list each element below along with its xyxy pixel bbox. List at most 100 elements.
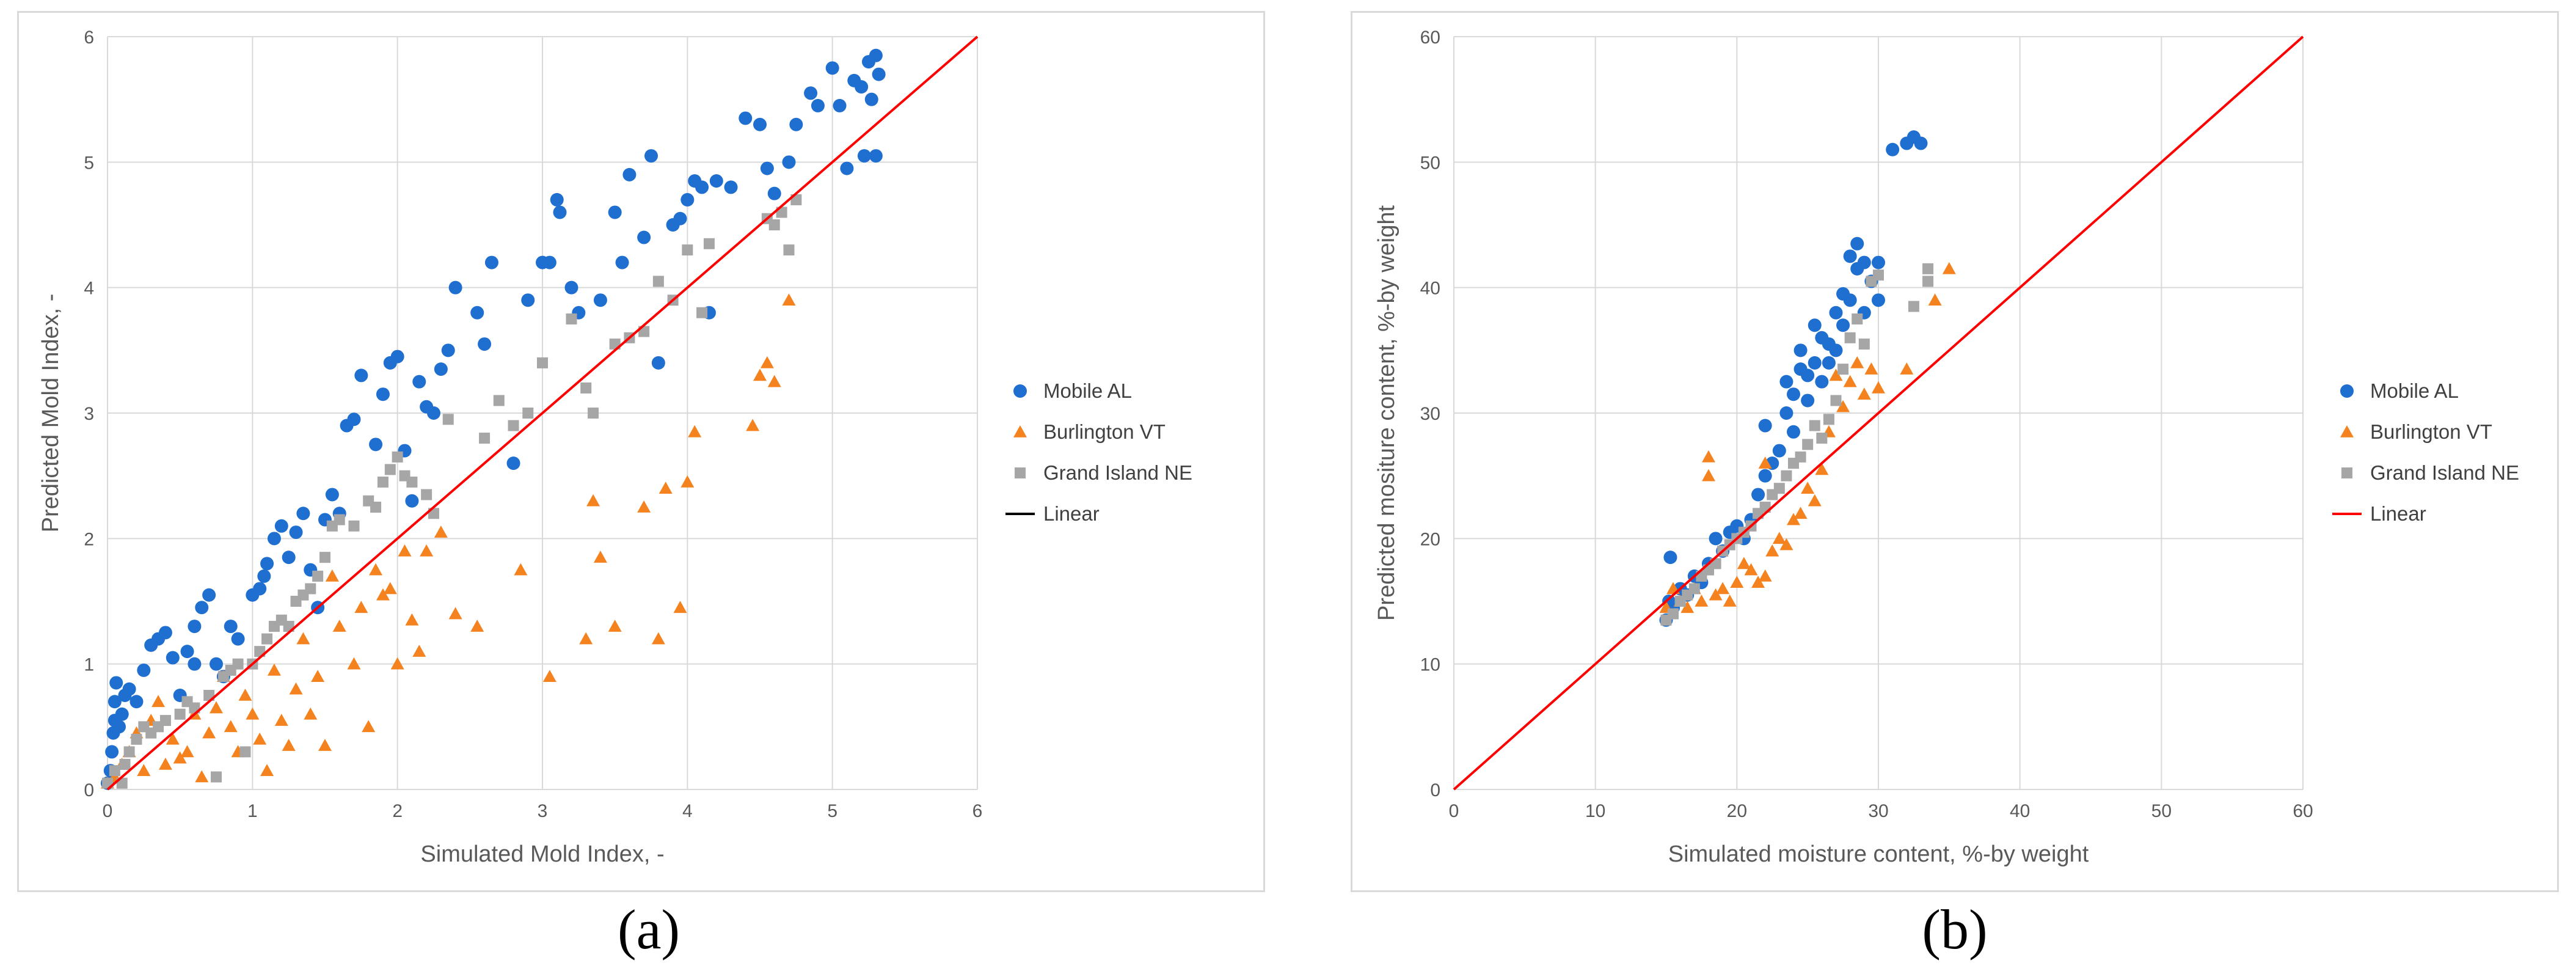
data-point-burlington-vt <box>1751 576 1765 588</box>
data-point-grand-island-ne <box>131 733 142 745</box>
x-tick-label-a: 2 <box>392 801 403 821</box>
data-point-mobile-al <box>274 519 288 533</box>
data-point-mobile-al <box>282 551 296 565</box>
data-point-grand-island-ne <box>1873 269 1884 281</box>
data-point-mobile-al <box>325 488 339 502</box>
data-point-mobile-al <box>1843 249 1857 263</box>
data-point-burlington-vt <box>1758 569 1772 582</box>
data-point-burlington-vt <box>420 544 434 557</box>
data-point-mobile-al <box>1793 343 1808 357</box>
legend-label-burlington-vt: Burlington VT <box>2370 420 2492 443</box>
data-point-mobile-al <box>188 657 202 671</box>
data-point-mobile-al <box>767 186 781 200</box>
data-point-burlington-vt <box>173 751 187 764</box>
data-point-grand-island-ne <box>1844 332 1856 343</box>
data-point-burlington-vt <box>673 601 687 613</box>
data-point-mobile-al <box>1758 469 1772 483</box>
x-tick-label-b: 30 <box>1868 801 1888 821</box>
data-point-mobile-al <box>673 211 687 225</box>
data-point-mobile-al <box>260 557 274 571</box>
data-point-burlington-vt <box>579 632 593 645</box>
data-point-burlington-vt <box>137 764 151 776</box>
data-point-mobile-al <box>855 80 869 94</box>
data-point-grand-island-ne <box>334 514 345 525</box>
data-point-mobile-al <box>1829 306 1843 320</box>
data-point-mobile-al <box>202 588 216 602</box>
data-point-mobile-al <box>782 155 796 169</box>
panel-label-b: (b) <box>1922 898 1988 961</box>
data-point-burlington-vt <box>166 732 180 745</box>
data-point-burlington-vt <box>1857 387 1871 400</box>
data-point-mobile-al <box>739 111 753 125</box>
data-point-mobile-al <box>644 149 658 163</box>
data-point-mobile-al <box>1801 394 1815 408</box>
data-point-burlington-vt <box>1843 375 1857 387</box>
data-point-mobile-al <box>1772 444 1786 458</box>
data-point-grand-island-ne <box>1922 263 1934 274</box>
panel-b-frame <box>1351 11 2559 892</box>
y-axis-title-a: Predicted Mold Index, - <box>38 294 64 533</box>
data-point-grand-island-ne <box>1802 439 1814 450</box>
data-point-mobile-al <box>390 350 404 364</box>
x-tick-label-a: 3 <box>538 801 548 821</box>
data-point-grand-island-ne <box>1668 608 1679 620</box>
data-point-mobile-al <box>753 117 767 131</box>
data-point-burlington-vt <box>1793 507 1808 519</box>
data-point-mobile-al <box>1850 236 1864 251</box>
data-point-mobile-al <box>354 368 368 383</box>
data-point-burlington-vt <box>405 613 419 626</box>
data-point-mobile-al <box>1886 142 1900 156</box>
data-point-mobile-al <box>1779 406 1793 420</box>
data-point-grand-island-ne <box>123 746 135 758</box>
data-point-burlington-vt <box>180 745 194 758</box>
data-point-burlington-vt <box>383 582 397 595</box>
data-point-burlington-vt <box>586 494 600 507</box>
data-point-mobile-al <box>448 280 462 295</box>
data-point-burlington-vt <box>304 707 318 720</box>
data-point-mobile-al <box>1787 425 1800 439</box>
data-point-grand-island-ne <box>159 715 171 727</box>
data-point-mobile-al <box>289 525 303 540</box>
data-point-burlington-vt <box>1716 582 1730 595</box>
y-tick-label-a: 6 <box>84 27 94 48</box>
data-point-burlington-vt <box>1723 595 1737 607</box>
legend-marker-mobile-al <box>1013 384 1027 398</box>
y-tick-label-a: 4 <box>84 279 94 299</box>
data-point-mobile-al <box>130 695 144 709</box>
data-point-mobile-al <box>1801 368 1815 383</box>
data-point-mobile-al <box>195 601 209 615</box>
data-point-burlington-vt <box>680 475 695 488</box>
data-point-grand-island-ne <box>211 771 222 783</box>
x-tick-label-b: 20 <box>1727 801 1747 821</box>
data-point-grand-island-ne <box>261 633 273 645</box>
data-point-burlington-vt <box>151 695 166 708</box>
data-point-burlington-vt <box>1836 400 1850 412</box>
data-point-mobile-al <box>1829 343 1843 357</box>
data-point-burlington-vt <box>782 293 796 306</box>
data-point-grand-island-ne <box>479 433 491 444</box>
data-point-burlington-vt <box>347 657 361 670</box>
data-point-mobile-al <box>158 626 172 640</box>
panel-a-frame <box>17 11 1265 892</box>
legend-label-grand-island-ne: Grand Island NE <box>2370 461 2519 484</box>
data-point-mobile-al <box>412 375 426 389</box>
legend-marker-burlington-vt <box>1013 425 1027 438</box>
data-point-grand-island-ne <box>232 658 244 670</box>
data-point-burlington-vt <box>1702 450 1715 463</box>
data-point-burlington-vt <box>1709 588 1723 601</box>
data-point-mobile-al <box>166 651 180 665</box>
data-point-grand-island-ne <box>319 552 330 563</box>
x-tick-label-b: 50 <box>2151 801 2172 821</box>
data-point-burlington-vt <box>1772 532 1786 544</box>
data-point-grand-island-ne <box>384 464 396 475</box>
data-point-burlington-vt <box>354 601 368 613</box>
data-point-burlington-vt <box>1744 563 1758 576</box>
data-point-grand-island-ne <box>1823 414 1834 425</box>
data-point-burlington-vt <box>608 620 622 632</box>
data-point-grand-island-ne <box>377 476 389 488</box>
data-point-mobile-al <box>637 230 651 244</box>
data-point-burlington-vt <box>158 757 172 770</box>
legend-marker-grand-island-ne <box>2341 467 2352 478</box>
y-tick-label-b: 60 <box>1420 27 1440 48</box>
data-point-burlington-vt <box>1808 494 1822 507</box>
